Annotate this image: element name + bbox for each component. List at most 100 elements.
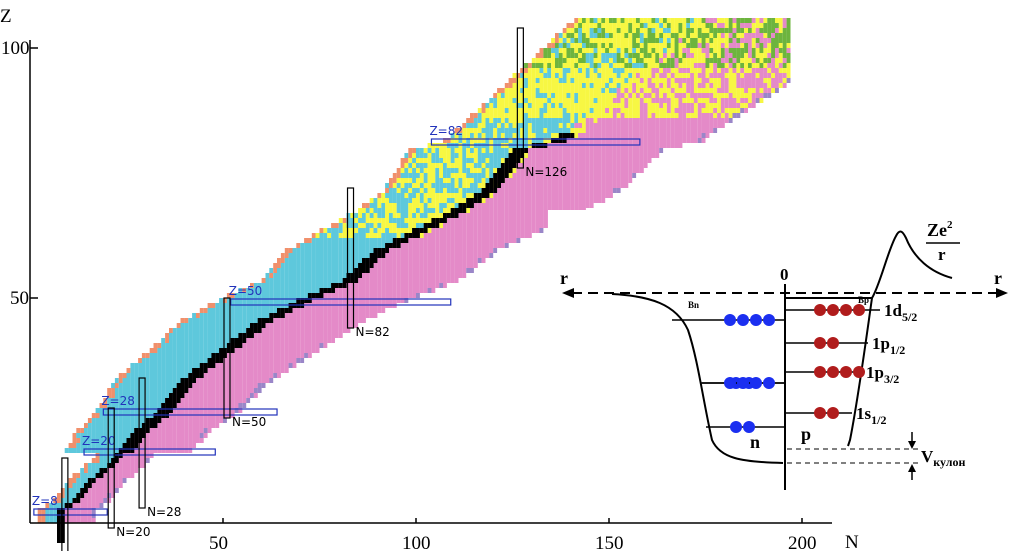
nuclide-cell xyxy=(292,358,297,363)
nuclide-cell xyxy=(68,493,73,498)
nuclide-cell xyxy=(558,108,563,113)
nuclide-cell xyxy=(616,33,621,38)
nuclide-cell xyxy=(524,208,528,213)
nuclide-cell xyxy=(118,393,123,398)
nuclide-cell xyxy=(543,218,548,223)
nuclide-cell xyxy=(489,168,494,173)
nuclide-cell xyxy=(265,328,270,333)
nuclide-cell xyxy=(728,103,733,108)
nuclide-cell xyxy=(709,103,714,108)
nuclide-cell xyxy=(180,368,185,373)
nuclide-cell xyxy=(381,243,386,248)
nuclide-cell xyxy=(157,353,162,358)
stable-nuclide xyxy=(60,518,65,523)
nuclide-cell xyxy=(709,123,714,128)
nuclide-cell xyxy=(481,233,486,238)
nuclide-cell xyxy=(500,118,505,123)
stable-nuclide xyxy=(57,518,61,523)
nuclide-cell xyxy=(176,353,181,358)
nuclide-cell xyxy=(404,288,409,293)
nuclide-cell xyxy=(188,363,193,368)
nuclide-cell xyxy=(350,293,355,298)
nuclide-cell xyxy=(520,108,525,113)
nuclide-cell xyxy=(558,153,563,158)
nuclide-cell xyxy=(767,43,772,48)
nuclide-cell xyxy=(616,73,621,78)
nuclide-cell xyxy=(717,48,721,53)
nuclide-cell xyxy=(755,48,760,53)
nuclide-cell xyxy=(728,48,733,53)
nuclide-cell xyxy=(659,98,664,103)
nuclide-cell xyxy=(246,383,251,388)
nuclide-cell xyxy=(481,238,486,243)
nuclide-cell xyxy=(466,243,471,248)
nuclide-cell xyxy=(315,288,320,293)
nuclide-cell xyxy=(199,348,204,353)
nuclide-cell xyxy=(184,328,189,333)
nuclide-cell xyxy=(473,203,478,208)
nuclide-cell xyxy=(566,108,571,113)
nuclide-cell xyxy=(647,18,652,23)
nuclide-cell xyxy=(76,503,81,508)
nuclide-cell xyxy=(470,263,474,268)
nuclide-cell xyxy=(257,343,262,348)
nuclide-cell xyxy=(585,163,590,168)
nuclide-cell xyxy=(238,363,243,368)
nuclide-cell xyxy=(431,248,436,253)
nuclide-cell xyxy=(748,78,752,83)
nuclide-cell xyxy=(778,73,783,78)
nuclide-cell xyxy=(481,198,486,203)
nuclide-cell xyxy=(408,218,413,223)
nuclide-cell xyxy=(161,423,166,428)
nuclide-cell xyxy=(408,283,413,288)
nuclide-cell xyxy=(149,428,154,433)
nuclide-cell xyxy=(670,18,675,23)
nuclide-cell xyxy=(504,243,509,248)
nuclide-cell xyxy=(570,138,575,143)
nuclide-cell xyxy=(763,38,768,43)
nuclide-cell xyxy=(280,268,285,273)
nuclide-cell xyxy=(609,173,613,178)
nuclide-cell xyxy=(396,233,401,238)
nuclide-cell xyxy=(562,83,567,88)
nuclide-cell xyxy=(423,278,428,283)
nuclide-cell xyxy=(682,88,687,93)
nuclide-cell xyxy=(180,398,185,403)
nuclide-cell xyxy=(612,28,617,33)
nuclide-cell xyxy=(365,313,370,318)
nuclide-cell xyxy=(307,313,312,318)
nuclide-cell xyxy=(697,88,702,93)
nuclide-cell xyxy=(404,213,409,218)
nuclide-cell xyxy=(597,53,602,58)
nuclide-cell xyxy=(431,188,436,193)
nuclide-cell xyxy=(466,158,471,163)
nuclide-cell xyxy=(219,333,223,338)
nuclide-cell xyxy=(138,443,142,448)
nuclide-cell xyxy=(547,103,552,108)
nuclide-cell xyxy=(211,313,216,318)
nuclide-cell xyxy=(435,243,440,248)
nuclide-cell xyxy=(601,48,606,53)
nuclide-cell xyxy=(574,63,579,68)
nuclide-cell xyxy=(643,103,648,108)
nuclide-cell xyxy=(334,318,339,323)
nuclide-cell xyxy=(122,393,127,398)
nuclide-cell xyxy=(400,273,405,278)
nuclide-cell xyxy=(736,38,741,43)
nuclide-cell xyxy=(601,18,606,23)
nuclide-cell xyxy=(585,133,590,138)
nuclide-cell xyxy=(616,163,621,168)
nuclide-cell xyxy=(697,93,702,98)
nuclide-cell xyxy=(609,43,613,48)
nuclide-cell xyxy=(230,378,235,383)
nuclide-cell xyxy=(705,98,710,103)
nuclide-cell xyxy=(95,463,100,468)
nuclide-cell xyxy=(257,313,262,318)
nuclide-cell xyxy=(396,253,401,258)
nuclide-cell xyxy=(705,43,710,48)
nuclide-cell xyxy=(558,198,563,203)
nuclide-cell xyxy=(149,363,154,368)
nuclide-cell xyxy=(427,203,432,208)
nuclide-cell xyxy=(636,68,640,73)
nuclide-cell xyxy=(416,183,420,188)
